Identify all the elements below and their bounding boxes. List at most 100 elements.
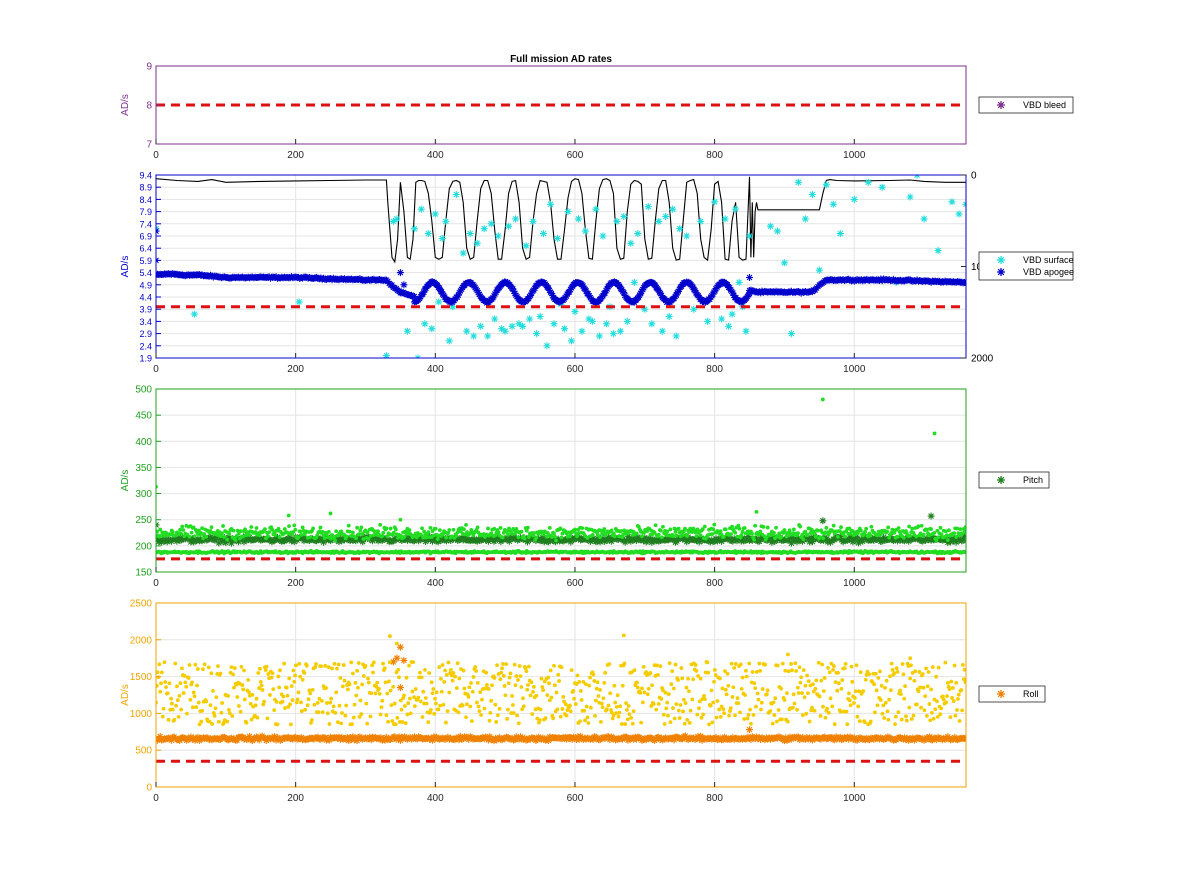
series-1-point [887,535,892,540]
series-1-point [625,707,629,712]
series-1-point [405,712,410,717]
series-1-point [702,697,707,702]
pitch-point [299,534,307,542]
series-1-point [918,685,923,690]
series-1-point [812,531,817,536]
series-1-point [673,662,678,667]
vbd-surface-point [452,191,460,198]
series-1-point [728,706,733,711]
series-1-point [701,712,706,717]
series-1-point [338,676,343,680]
series-1-point [835,534,840,539]
vbd-apogee-point [746,274,753,281]
series-1-point [836,670,840,675]
series-1-point [923,694,928,699]
series-1-point [222,535,226,539]
series-1-point [665,529,670,534]
vbd-apogee-point [694,292,702,300]
series-1-point [156,675,161,680]
series-1-point [504,662,509,667]
series-1-point [496,530,501,535]
series-1-point [381,531,386,535]
pitch-point [808,538,816,546]
series-1-point [791,692,796,697]
vbd-surface-point [554,234,561,242]
series-1-point [606,703,611,708]
pitch-point [743,536,751,544]
series-1-point [893,722,897,726]
series-1-point [318,525,323,530]
series-1-point [190,680,194,685]
series-1-point [261,702,266,707]
x-tick-label: 1000 [843,150,866,161]
series-1-point [754,669,759,674]
series-1-point [418,670,422,675]
vbd-surface-point [665,313,673,320]
series-1-point [370,663,375,668]
series-1-point [300,677,305,682]
series-1-point [249,717,254,722]
series-1-point [346,523,351,528]
series-1-point [904,718,909,723]
series-1-point [617,710,622,715]
series-1-point [423,696,428,700]
vbd-surface-point [540,230,547,238]
series-1-point [180,666,184,671]
series-1-point [640,534,644,539]
series-1-point [712,522,717,527]
series-1-point [501,662,505,666]
series-1-point [954,535,959,539]
series-1-point [735,534,740,539]
series-1-point [283,706,287,710]
roll-point [845,735,853,743]
series-1-point [561,695,566,699]
series-1-point [824,525,829,530]
series-1-point [506,532,510,537]
series-1-point [730,695,735,699]
series-1-point [686,676,690,681]
series-1-point [802,695,807,700]
series-1-point [873,710,877,715]
pitch-point [740,537,748,545]
series-1-point [385,691,390,696]
series-1-point [820,397,825,402]
series-1-point [940,694,945,699]
series-1-point [864,526,869,531]
series-1-point [756,697,761,702]
series-1-point [825,706,830,711]
series-1-point [361,537,366,541]
series-1-point [819,678,824,683]
series-1-point [407,663,411,668]
series-1-point [270,671,275,676]
pitch-point [434,538,442,546]
series-1-point [826,666,830,670]
series-1-point [880,711,885,716]
pitch-point [853,534,861,542]
series-1-point [926,670,931,674]
series-1-point [280,699,285,704]
roll-point [367,736,375,744]
series-1-point [462,527,466,532]
series-1-point [474,669,478,673]
vbd-apogee-point [289,274,297,282]
series-1-point [857,719,862,724]
series-1-point [297,661,302,666]
pitch-point [211,536,219,544]
vbd-surface-point [616,327,624,335]
series-1-point [158,689,163,694]
series-1-point [738,710,742,715]
series-1-point [199,531,203,535]
series-1-point [423,667,427,672]
y-tick-label: 4.4 [139,293,152,303]
y-tick-label: 5.9 [139,256,152,266]
series-1-point [833,680,838,685]
pitch-point [767,535,774,543]
roll-point [719,736,727,744]
vbd-apogee-point [674,288,682,295]
x-tick-label: 400 [427,364,444,375]
series-1-point [930,710,934,715]
series-1-point [336,662,341,667]
series-1-point [735,696,740,701]
series-1-point [290,698,295,703]
series-1-point [630,721,635,726]
